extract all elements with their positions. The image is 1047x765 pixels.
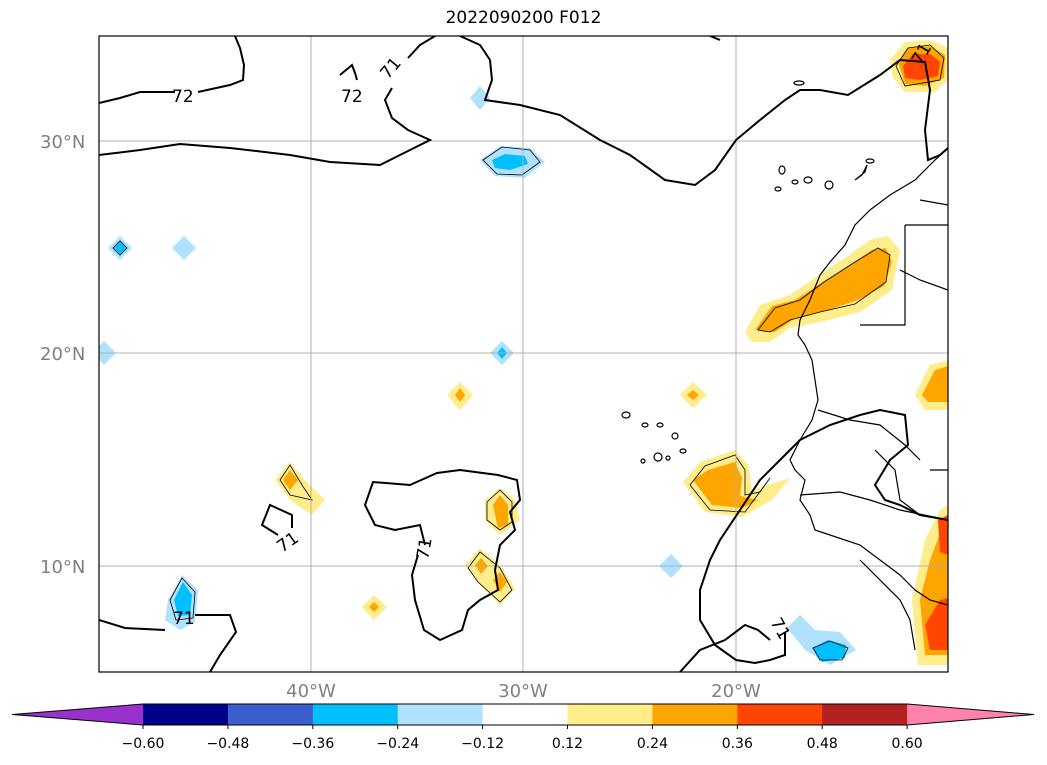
latitude-labels: 30°N 20°N 10°N [40, 132, 85, 578]
svg-text:71: 71 [173, 609, 195, 629]
colorbar [11, 703, 1035, 726]
negative-anomaly-patches [99, 86, 856, 665]
contour-lines [99, 36, 948, 672]
map-panel: 72 72 71 71 71 71 71 71 [99, 36, 948, 672]
contour-label-72-a: 72 [172, 87, 194, 107]
lon-label-30w: 30°W [498, 681, 548, 702]
lat-label-20n: 20°N [40, 344, 85, 365]
colorbar-tick-label: 0.60 [892, 736, 923, 752]
colorbar-segment [652, 704, 738, 725]
lon-label-20w: 20°W [711, 681, 761, 702]
colorbar-tick-label: −0.60 [122, 736, 165, 752]
positive-anomaly-patches [275, 40, 948, 665]
colorbar-tick-label: −0.36 [291, 736, 334, 752]
colorbar-tick-label: −0.24 [376, 736, 419, 752]
colorbar-extend-low [12, 704, 143, 725]
colorbar-tick-label: 0.48 [807, 736, 838, 752]
lon-label-40w: 40°W [286, 681, 336, 702]
lat-label-30n: 30°N [40, 132, 85, 153]
colorbar-segment [822, 704, 908, 725]
colorbar-tick-label: 0.24 [637, 736, 668, 752]
contour-label-72-b: 72 [341, 87, 363, 107]
longitude-labels: 40°W 30°W 20°W [286, 681, 761, 702]
colorbar-segment [312, 704, 399, 725]
gridlines [99, 36, 948, 672]
colorbar-segment [567, 704, 653, 725]
colorbar-extend-high [907, 704, 1034, 725]
colorbar-segment [482, 704, 568, 725]
lat-label-10n: 10°N [40, 557, 85, 578]
map-title: 2022090200 F012 [445, 8, 602, 28]
colorbar-segment [227, 704, 314, 725]
map-frame [98, 35, 949, 673]
colorbar-ticks: −0.60 −0.48 −0.36 −0.24 −0.12 0.12 0.24 0.36 0.4… [122, 725, 923, 752]
colorbar-tick-label: −0.48 [206, 736, 249, 752]
colorbar-tick-label: 0.36 [722, 736, 753, 752]
contour-label-71-c: 71 [413, 536, 436, 561]
islands [621, 80, 875, 464]
colorbar-tick-label: 0.12 [552, 736, 583, 752]
colorbar-segment [737, 704, 823, 725]
colorbar-tick-label: −0.12 [461, 736, 504, 752]
colorbar-segment [397, 704, 484, 725]
colorbar-segment [143, 704, 229, 725]
